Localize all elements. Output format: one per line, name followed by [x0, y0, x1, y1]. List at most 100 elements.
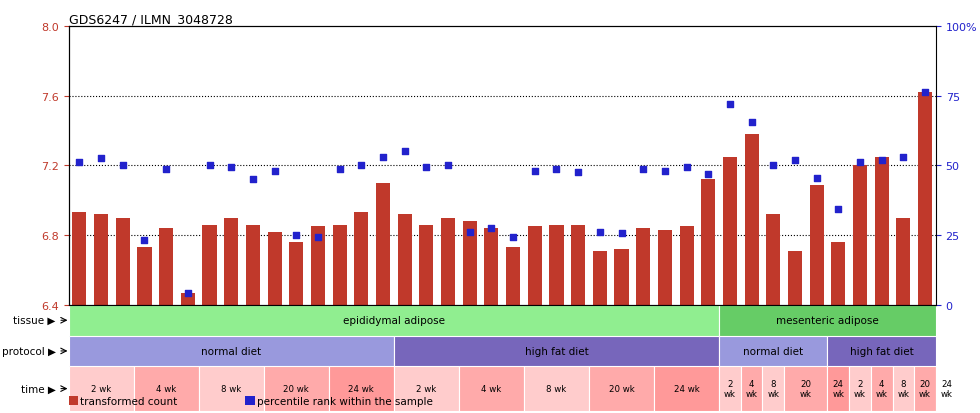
Point	[354, 163, 369, 169]
Bar	[871, 366, 893, 411]
Text: protocol ▶: protocol ▶	[2, 346, 56, 356]
Bar	[831, 242, 846, 305]
Bar	[636, 229, 651, 305]
Point	[332, 166, 348, 173]
Text: 2
wk: 2 wk	[854, 379, 866, 399]
Point	[72, 159, 87, 166]
Point	[679, 164, 695, 171]
Bar	[762, 366, 784, 411]
Point	[375, 154, 391, 161]
Text: 24
wk: 24 wk	[832, 379, 845, 399]
Text: normal diet: normal diet	[743, 346, 804, 356]
Bar	[897, 218, 910, 305]
Text: 24 wk: 24 wk	[349, 384, 374, 393]
Bar	[679, 227, 694, 305]
Bar	[506, 248, 520, 305]
Text: 20
wk: 20 wk	[919, 379, 931, 399]
Point	[115, 163, 130, 169]
Bar	[394, 366, 459, 411]
Bar	[332, 225, 347, 305]
Bar	[936, 366, 957, 411]
Point	[136, 237, 152, 244]
Point	[549, 166, 564, 173]
Bar	[719, 305, 936, 336]
Bar	[654, 366, 719, 411]
Text: 20 wk: 20 wk	[609, 384, 634, 393]
Point	[506, 234, 521, 241]
Bar	[459, 366, 524, 411]
Bar	[893, 366, 914, 411]
Bar	[788, 251, 802, 305]
Text: epididymal adipose: epididymal adipose	[343, 316, 445, 325]
Bar	[614, 249, 628, 305]
Bar	[116, 218, 130, 305]
Bar	[874, 157, 889, 305]
Text: 2 wk: 2 wk	[91, 384, 112, 393]
Text: 4 wk: 4 wk	[156, 384, 176, 393]
Bar	[246, 225, 260, 305]
Text: GDS6247 / ILMN_3048728: GDS6247 / ILMN_3048728	[69, 13, 232, 26]
Bar	[180, 293, 195, 305]
Bar	[159, 229, 173, 305]
Point	[874, 157, 890, 164]
Text: 20 wk: 20 wk	[283, 384, 309, 393]
Bar	[658, 230, 672, 305]
Point	[202, 163, 218, 169]
Text: 8
wk: 8 wk	[898, 379, 909, 399]
Text: 4
wk: 4 wk	[746, 379, 758, 399]
Bar	[741, 366, 762, 411]
Bar	[827, 366, 849, 411]
Bar	[484, 229, 499, 305]
Bar	[719, 366, 741, 411]
Point	[808, 175, 824, 181]
Bar	[441, 218, 455, 305]
Point	[159, 166, 174, 173]
Point	[440, 163, 456, 169]
Point	[397, 149, 413, 155]
Text: 20
wk: 20 wk	[800, 379, 811, 399]
Text: transformed count: transformed count	[80, 396, 177, 406]
Point	[787, 157, 803, 164]
Bar	[199, 366, 264, 411]
Text: 8 wk: 8 wk	[546, 384, 566, 393]
Text: 2
wk: 2 wk	[724, 379, 736, 399]
Bar	[354, 213, 368, 305]
Point	[853, 159, 868, 166]
Text: time ▶: time ▶	[21, 384, 56, 394]
Text: 8
wk: 8 wk	[767, 379, 779, 399]
Bar	[69, 366, 133, 411]
Text: high fat diet: high fat diet	[850, 346, 913, 356]
Bar	[853, 166, 867, 305]
Point	[180, 290, 196, 296]
Bar	[203, 225, 217, 305]
Point	[245, 177, 261, 183]
Point	[267, 168, 282, 175]
Point	[657, 168, 672, 175]
Text: 24
wk: 24 wk	[941, 379, 953, 399]
Bar	[264, 366, 329, 411]
Point	[592, 229, 608, 235]
Text: 8 wk: 8 wk	[221, 384, 241, 393]
Bar	[571, 225, 585, 305]
Text: 4
wk: 4 wk	[876, 379, 888, 399]
Bar	[133, 366, 199, 411]
Point	[830, 206, 846, 213]
Point	[462, 229, 477, 235]
Bar	[701, 180, 715, 305]
Bar	[593, 251, 607, 305]
Bar	[311, 227, 325, 305]
Bar	[268, 232, 281, 305]
Bar	[69, 336, 394, 366]
Bar	[550, 225, 564, 305]
Point	[896, 154, 911, 161]
Point	[93, 156, 109, 162]
Point	[310, 234, 325, 241]
Bar	[766, 215, 780, 305]
Text: normal diet: normal diet	[201, 346, 262, 356]
Point	[483, 225, 499, 232]
Text: high fat diet: high fat diet	[524, 346, 588, 356]
Text: 24 wk: 24 wk	[673, 384, 700, 393]
Bar	[289, 242, 304, 305]
Bar	[589, 366, 654, 411]
Point	[765, 163, 781, 169]
